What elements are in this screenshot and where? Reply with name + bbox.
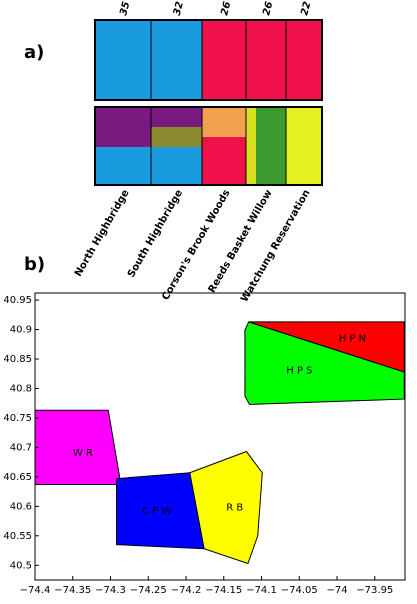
x-tick-label: −74.15 bbox=[205, 585, 242, 596]
x-tick-label: −74.4 bbox=[20, 585, 51, 596]
y-tick-label: 40.85 bbox=[3, 354, 32, 365]
x-tick-label: −74.35 bbox=[54, 585, 91, 596]
x-tick-label: −74.25 bbox=[130, 585, 167, 596]
plot-frame bbox=[34, 292, 406, 581]
region bbox=[189, 450, 263, 565]
x-tick-label: −73.95 bbox=[356, 585, 393, 596]
population-label: South Highbridge bbox=[126, 188, 185, 280]
sample-size: 26 bbox=[219, 0, 233, 16]
region-label: H P N bbox=[339, 334, 366, 345]
x-tick-label: −74.1 bbox=[246, 585, 277, 596]
panel-label: b) bbox=[24, 254, 45, 275]
sample-size: 32 bbox=[172, 0, 186, 16]
structure-bottom bbox=[94, 106, 323, 186]
y-tick-label: 40.8 bbox=[10, 383, 32, 394]
sample-size: 22 bbox=[299, 0, 313, 16]
y-tick-label: 40.95 bbox=[3, 295, 32, 306]
y-tick-label: 40.55 bbox=[3, 531, 32, 542]
region-label: H P S bbox=[286, 366, 312, 377]
y-tick-label: 40.75 bbox=[3, 413, 32, 424]
sample-size: 35 bbox=[118, 0, 132, 16]
region-label: W R bbox=[73, 448, 93, 459]
x-tick-label: −74.2 bbox=[171, 585, 202, 596]
sample-size: 26 bbox=[261, 0, 275, 16]
x-tick-label: −74 bbox=[326, 585, 347, 596]
x-tick-label: −74.3 bbox=[95, 585, 126, 596]
y-tick-label: 40.65 bbox=[3, 472, 32, 483]
population-label: North Highbridge bbox=[73, 188, 132, 279]
region-label: C P W bbox=[142, 506, 171, 517]
y-tick-label: 40.7 bbox=[10, 442, 32, 453]
y-tick-label: 40.6 bbox=[10, 501, 32, 512]
population-label: Watchung Reservation bbox=[239, 188, 312, 304]
structure-top bbox=[94, 19, 323, 101]
x-tick-label: −74.05 bbox=[281, 585, 318, 596]
region-label: R B bbox=[226, 503, 243, 514]
y-tick-label: 40.5 bbox=[10, 560, 32, 571]
panel-label: a) bbox=[24, 42, 44, 63]
y-tick-label: 40.9 bbox=[10, 325, 32, 336]
region bbox=[248, 321, 405, 373]
